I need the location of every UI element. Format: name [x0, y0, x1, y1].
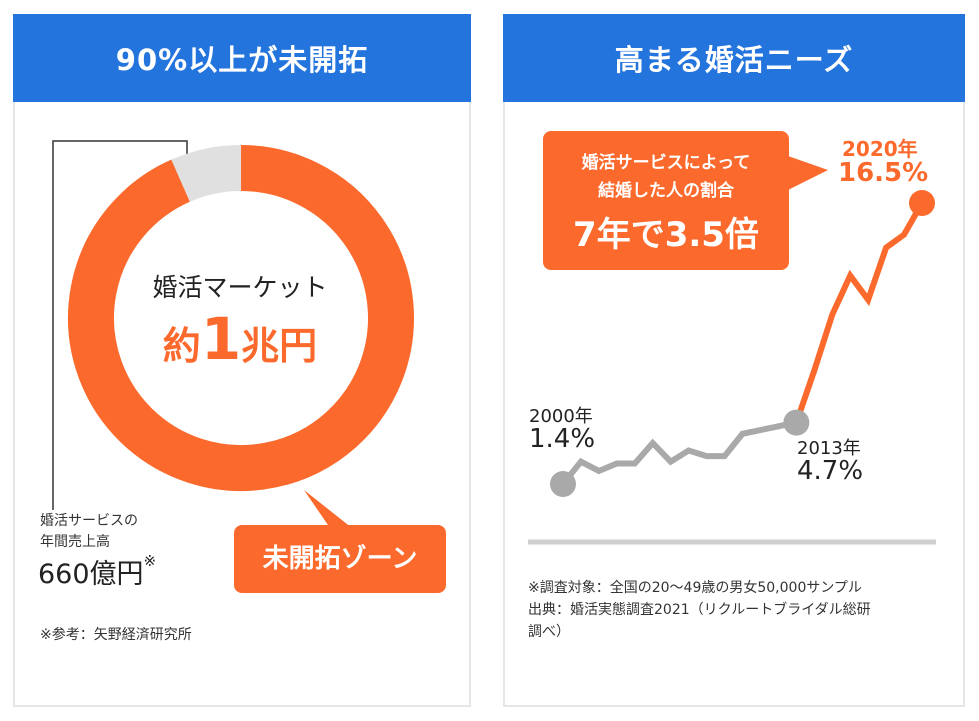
- survey-note-line2: 出典：婚活実態調査2021（リクルートブライダル総研: [528, 602, 871, 618]
- point-2000: [550, 471, 576, 497]
- callout-mark: ※: [143, 552, 157, 570]
- label-2020-value: 16.5%: [838, 158, 929, 188]
- donut-slice-sales: [171, 145, 242, 203]
- zone-bubble-pointer: [304, 490, 352, 528]
- label-2020-year: 2020年: [842, 137, 918, 161]
- value-number: 1: [200, 305, 242, 373]
- callout-bracket-line: [52, 140, 188, 510]
- donut-group: [68, 145, 414, 491]
- zone-label: 未開拓ゾーン: [262, 544, 418, 574]
- needs-bubble: [543, 131, 789, 270]
- point-2020: [909, 190, 935, 216]
- label-2013-year: 2013年: [797, 438, 861, 459]
- line-group: [550, 190, 935, 497]
- value-prefix: 約: [162, 324, 201, 368]
- needs-header: 高まる婚活ニーズ: [503, 14, 965, 102]
- label-2000-value: 1.4%: [529, 424, 596, 454]
- point-2013: [783, 409, 810, 436]
- bubble-big: 7年で3.5倍: [573, 215, 759, 255]
- bubble-line1: 婚活サービスによって: [581, 153, 751, 173]
- needs-bubble-pointer: [788, 156, 828, 190]
- value-suffix: 兆円: [241, 324, 318, 368]
- needs-panel: 高まる婚活ニーズ: [503, 14, 965, 707]
- label-2000-year: 2000年: [529, 406, 593, 427]
- survey-note-line1: ※調査対象：全国の20～49歳の男女50,000サンプル: [528, 580, 862, 596]
- donut-slice-unexplored: [68, 145, 414, 491]
- zone-bubble: [234, 525, 446, 593]
- survey-note-line3: 調べ）: [528, 624, 570, 640]
- donut-center-label: 婚活マーケット: [152, 273, 328, 302]
- callout-line2: 年間売上高: [40, 534, 110, 550]
- series-line-2000-2013: [560, 419, 797, 486]
- bubble-line2: 結婚した人の割合: [598, 181, 734, 201]
- callout-line1: 婚活サービスの: [40, 513, 138, 529]
- callout-value: 660億円※: [38, 552, 156, 591]
- survey-note: ※調査対象：全国の20～49歳の男女50,000サンプル 出典：婚活実態調査20…: [528, 577, 948, 643]
- source-note-left: ※参考：矢野経済研究所: [40, 627, 192, 643]
- market-header: 90%以上が未開拓: [13, 14, 471, 102]
- donut-center-value: 約1兆円: [120, 305, 360, 373]
- callout-amount: 660億円: [38, 559, 144, 590]
- series-line-2013-2020: [793, 201, 925, 424]
- label-2013-value: 4.7%: [797, 456, 864, 486]
